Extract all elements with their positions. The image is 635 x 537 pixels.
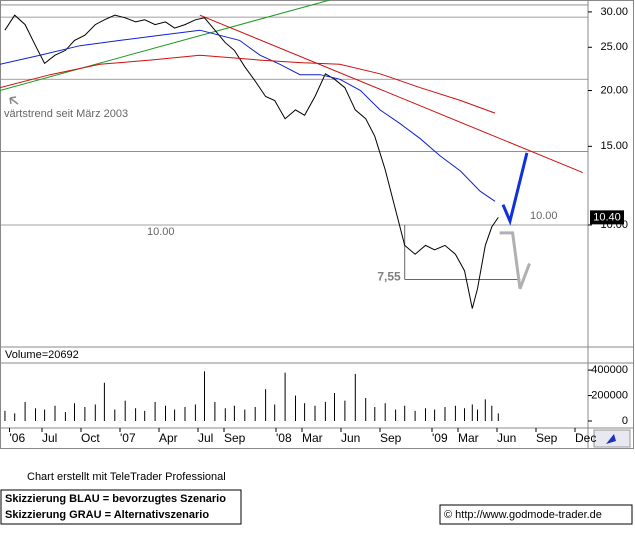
- x-tick-label: Sep: [380, 431, 402, 445]
- last-price-label: 10.40: [593, 211, 621, 223]
- annotation: 10.00: [147, 226, 175, 238]
- legend-text: Skizzierung GRAU = Alternativszenario: [5, 509, 209, 521]
- scenario-path: [501, 152, 529, 226]
- annotation: 10.00: [530, 210, 558, 222]
- x-tick-label: Jun: [497, 431, 516, 445]
- annotation-arrow: [9, 96, 19, 105]
- x-tick-label: Jul: [198, 431, 213, 445]
- last-price-box: [590, 210, 624, 225]
- support-label: 7,55: [377, 270, 401, 284]
- x-tick-label: Mar: [302, 431, 323, 445]
- x-tick-label: '06: [9, 431, 25, 445]
- volume-title: Volume=20692: [5, 349, 79, 361]
- y-tick-label: 25.00: [600, 41, 628, 53]
- x-tick-label: Dec: [575, 431, 596, 445]
- x-tick-label: Sep: [536, 431, 558, 445]
- x-tick-label: '09: [432, 431, 448, 445]
- source-box: [439, 504, 633, 525]
- trendline: [0, 0, 331, 91]
- source: © http://www.godmode-trader.de: [444, 509, 602, 521]
- trendline: [199, 14, 583, 174]
- x-tick-label: Sep: [224, 431, 246, 445]
- y-tick-label: 15.00: [600, 140, 628, 152]
- y-tick-label: 0: [622, 415, 628, 427]
- x-tick-label: Oct: [81, 431, 100, 445]
- y-tick-label: 20.00: [600, 84, 628, 96]
- annotation: värtstrend seit März 2003: [4, 108, 128, 120]
- x-tick-label: '07: [120, 431, 136, 445]
- y-tick-label: 30.00: [600, 6, 628, 18]
- y-tick-label: 400000: [591, 364, 628, 376]
- price-line: [4, 14, 499, 309]
- x-tick-label: '08: [276, 431, 292, 445]
- x-tick-label: Apr: [159, 431, 178, 445]
- scroll-icon: [606, 434, 616, 444]
- y-tick-label: 200000: [591, 389, 628, 401]
- chart-frame: [0, 0, 634, 449]
- credit: Chart erstellt mit TeleTrader Profession…: [27, 471, 226, 483]
- x-tick-label: Jul: [42, 431, 57, 445]
- x-tick-label: Mar: [458, 431, 479, 445]
- moving-average: [0, 29, 496, 202]
- legend-text: Skizzierung BLAU = bevorzugtes Szenario: [5, 493, 226, 505]
- legend-box: [0, 489, 242, 525]
- x-tick-label: Jun: [341, 431, 360, 445]
- moving-average: [0, 54, 496, 114]
- scenario-path: [499, 231, 531, 290]
